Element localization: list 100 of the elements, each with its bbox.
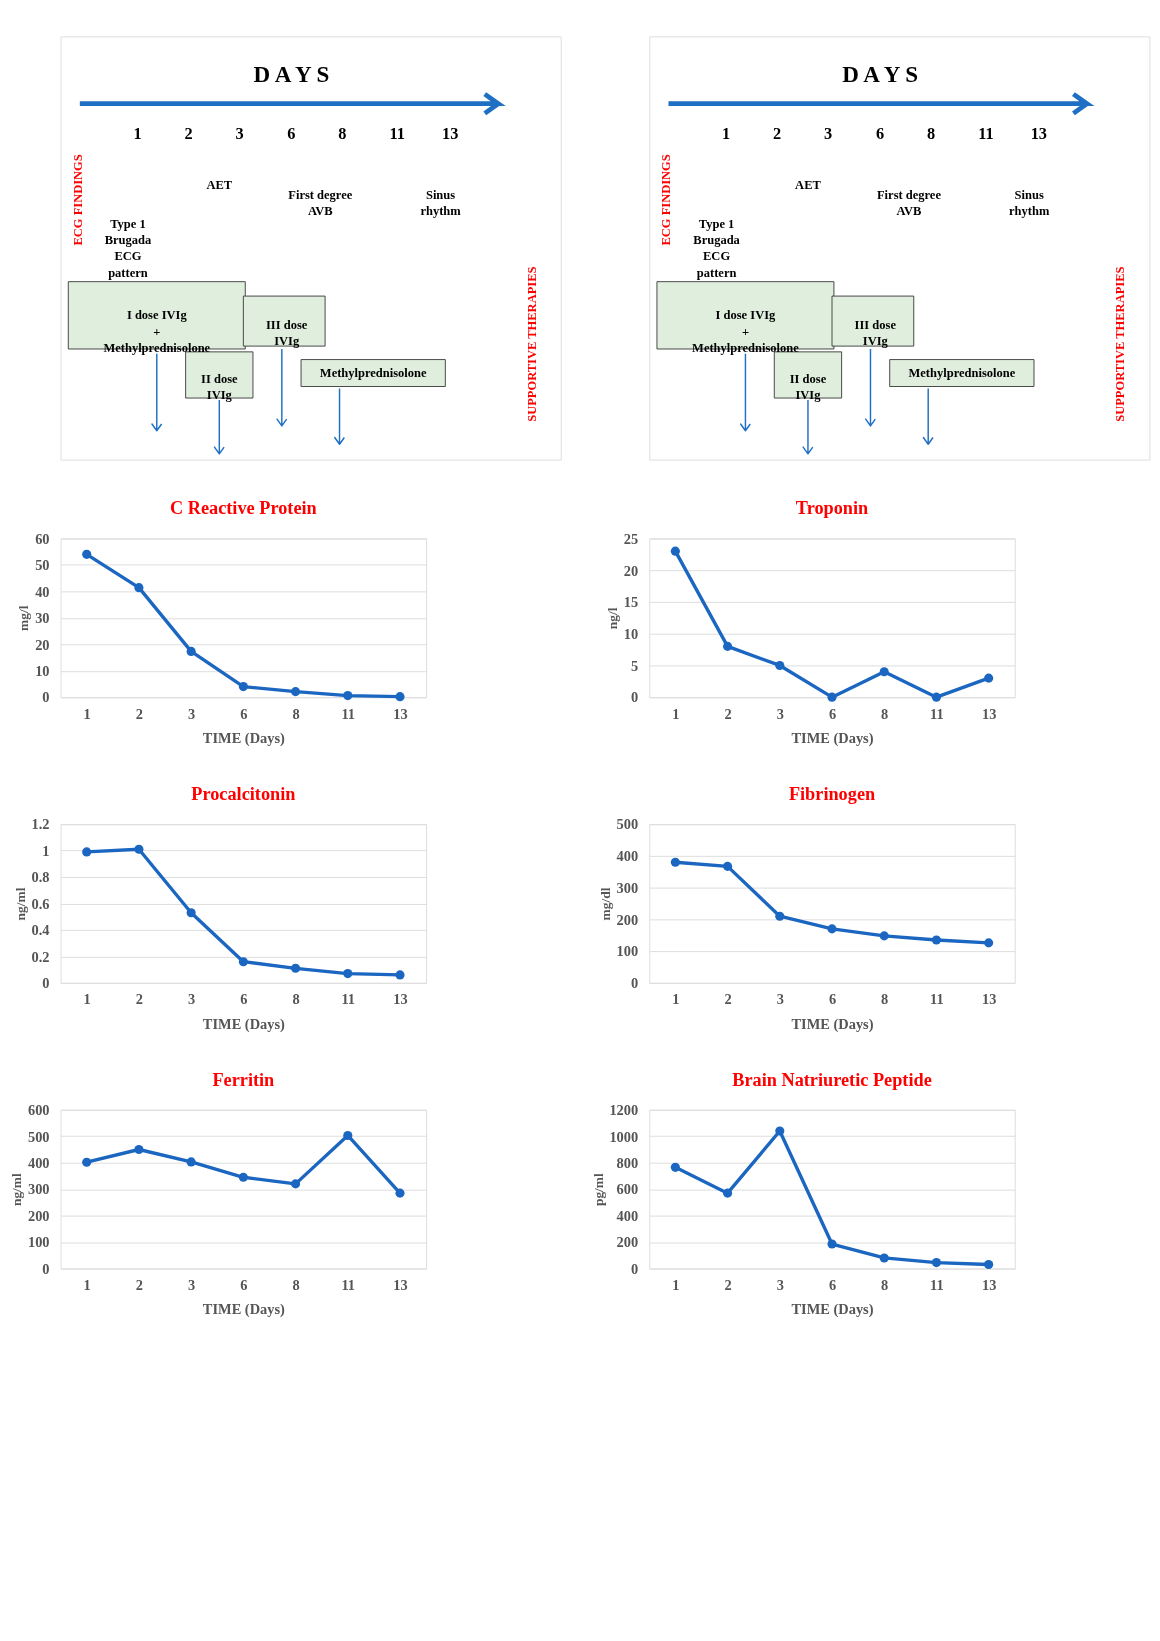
y-tick-label: 0.8 [31, 869, 50, 886]
x-tick-label: 3 [188, 1277, 196, 1294]
text: ECG FINDINGS [659, 154, 674, 246]
x-tick-label: 6 [828, 991, 837, 1008]
x-tick-label: 8 [292, 705, 300, 722]
y-tick-label: 300 [27, 1181, 50, 1198]
x-tick-label: 6 [240, 991, 248, 1008]
y-tick-label: 400 [27, 1155, 50, 1172]
x-tick-label: 8 [292, 991, 300, 1008]
y-axis-title: pg/ml [590, 1172, 606, 1207]
chart-title: Ferritin [212, 1069, 275, 1090]
point [134, 1144, 144, 1155]
text: D A Y S [842, 60, 919, 87]
y-tick-label: 100 [27, 1234, 50, 1251]
point [879, 931, 889, 941]
x-tick-label: 11 [341, 991, 356, 1008]
x-tick-label: 13 [393, 705, 408, 722]
y-tick-label: 200 [616, 911, 639, 928]
point [343, 969, 353, 979]
point [827, 1239, 837, 1249]
x-tick-label: 6 [240, 705, 248, 722]
y-axis-title: mg/l [16, 605, 32, 632]
point [395, 1188, 405, 1198]
point [395, 970, 405, 980]
category-label: 3 [235, 124, 244, 144]
point [238, 682, 248, 692]
x-tick-label: 13 [981, 1277, 997, 1294]
text: AET [206, 178, 233, 193]
category-label: 6 [876, 124, 885, 144]
y-tick-label: 600 [27, 1102, 50, 1119]
point [186, 908, 196, 918]
x-tick-label: 1 [83, 991, 91, 1008]
text: II dose IVIg [789, 371, 827, 402]
x-tick-label: 1 [83, 1277, 91, 1294]
text: AET [795, 178, 822, 193]
y-tick-label: 1 [42, 842, 50, 859]
x-tick-label: 11 [930, 1277, 944, 1294]
chart-title: Troponin [795, 498, 869, 519]
category-label: 8 [926, 124, 936, 144]
y-tick-label: 0.6 [31, 895, 50, 912]
x-tick-label: 1 [672, 705, 680, 722]
x-axis-title: TIME (Days) [202, 1301, 286, 1319]
text: ECG FINDINGS [70, 154, 85, 246]
y-tick-label: 20 [35, 636, 50, 653]
text: D A Y S [253, 60, 330, 87]
y-tick-label: 0 [42, 1260, 50, 1277]
chart-title: Fibrinogen [788, 784, 876, 805]
x-tick-label: 13 [981, 991, 997, 1008]
text: SUPPORTIVE THERAPIES [1113, 266, 1128, 422]
point [291, 1179, 301, 1189]
chart-title: Brain Natriuretic Peptide [732, 1069, 932, 1090]
x-tick-label: 2 [135, 1277, 143, 1294]
y-tick-label: 50 [35, 557, 50, 574]
y-tick-label: 40 [35, 583, 50, 600]
point [984, 1260, 994, 1270]
point [186, 1157, 196, 1167]
category-label: 13 [1030, 124, 1047, 144]
x-tick-label: 3 [776, 991, 784, 1008]
point [291, 963, 301, 973]
x-tick-label: 6 [240, 1277, 248, 1294]
category-label: 3 [824, 124, 833, 144]
category-label: 13 [441, 124, 459, 144]
point [343, 1130, 353, 1141]
text: Sinus rhythm [420, 187, 462, 219]
x-axis-title: TIME (Days) [791, 1301, 874, 1319]
y-tick-label: 0.4 [31, 922, 50, 939]
x-tick-label: 3 [188, 991, 196, 1008]
text: III dose IVIg [265, 317, 308, 349]
y-tick-label: 0 [42, 975, 50, 992]
point [723, 641, 733, 651]
x-tick-label: 8 [881, 991, 889, 1008]
x-tick-label: 3 [776, 1277, 784, 1294]
x-tick-label: 2 [135, 991, 143, 1008]
y-tick-label: 500 [27, 1128, 50, 1145]
point [723, 1188, 733, 1198]
point [775, 660, 785, 670]
text: Type 1 Brugada ECG pattern [693, 216, 741, 280]
x-tick-label: 8 [881, 705, 889, 722]
point [238, 1172, 248, 1182]
y-tick-label: 800 [616, 1155, 639, 1172]
text: Type 1 Brugada ECG pattern [104, 216, 152, 280]
point [395, 692, 405, 702]
y-tick-label: 1.2 [31, 816, 50, 833]
x-tick-label: 11 [341, 705, 356, 722]
y-tick-label: 0 [630, 975, 639, 992]
point [82, 1157, 92, 1167]
point [670, 1162, 680, 1172]
point [984, 938, 994, 948]
x-tick-label: 2 [135, 705, 143, 722]
y-tick-label: 500 [616, 816, 639, 833]
category-label: 2 [184, 124, 193, 144]
x-tick-label: 3 [188, 705, 196, 722]
x-tick-label: 11 [930, 705, 944, 722]
point [670, 546, 680, 556]
category-label: 1 [133, 124, 142, 144]
text: II dose IVIg [201, 371, 238, 402]
y-tick-label: 100 [616, 943, 639, 960]
point [82, 549, 92, 559]
point [238, 957, 248, 967]
y-tick-label: 30 [35, 610, 50, 627]
